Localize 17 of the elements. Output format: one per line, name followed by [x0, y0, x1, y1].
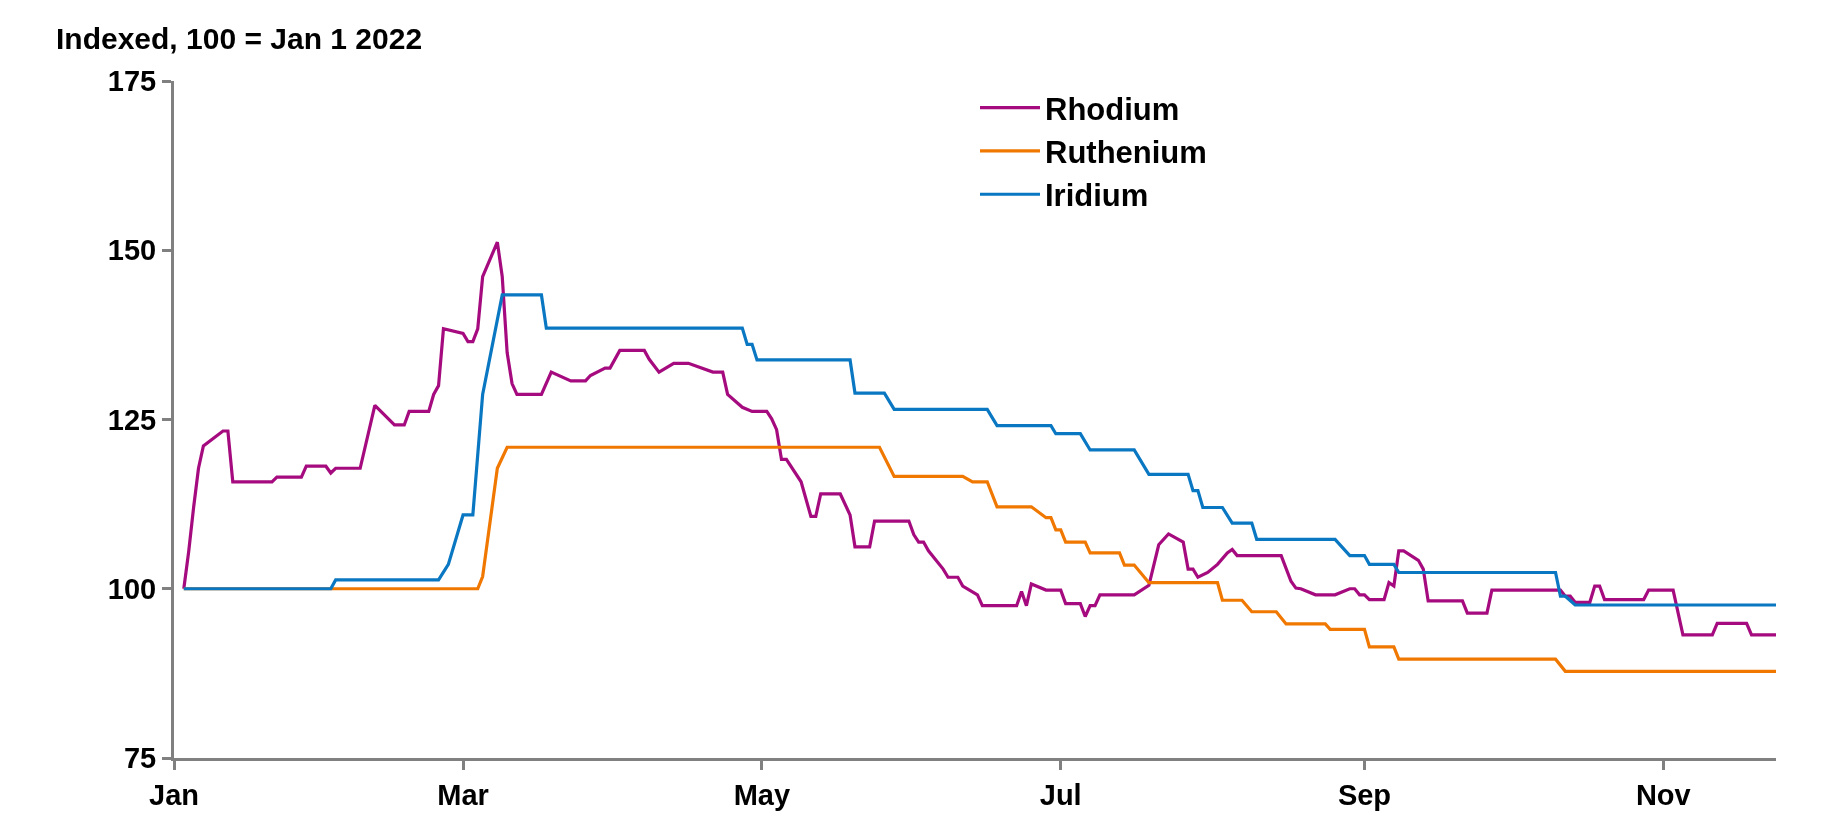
y-tick-label: 100	[107, 572, 157, 605]
x-tick-label: May	[733, 778, 791, 811]
legend-label: Iridium	[1045, 178, 1149, 214]
line-series	[182, 293, 1776, 607]
y-tick-label: 125	[107, 403, 157, 436]
y-tick-label: 150	[107, 234, 157, 267]
x-tick-label: Jul	[1039, 778, 1082, 811]
x-tick-label: Nov	[1635, 778, 1691, 811]
x-tick-label: Mar	[437, 778, 489, 811]
y-axis-title: Indexed, 100 = Jan 1 2022	[56, 22, 423, 55]
y-tick-label: 75	[123, 742, 157, 775]
y-tick-label: 175	[107, 65, 157, 98]
legend-label: Ruthenium	[1045, 135, 1207, 171]
x-tick-label: Sep	[1337, 778, 1392, 811]
line-series	[182, 240, 1776, 637]
x-tick-label: Jan	[149, 778, 199, 811]
legend-label: Rhodium	[1045, 91, 1180, 127]
